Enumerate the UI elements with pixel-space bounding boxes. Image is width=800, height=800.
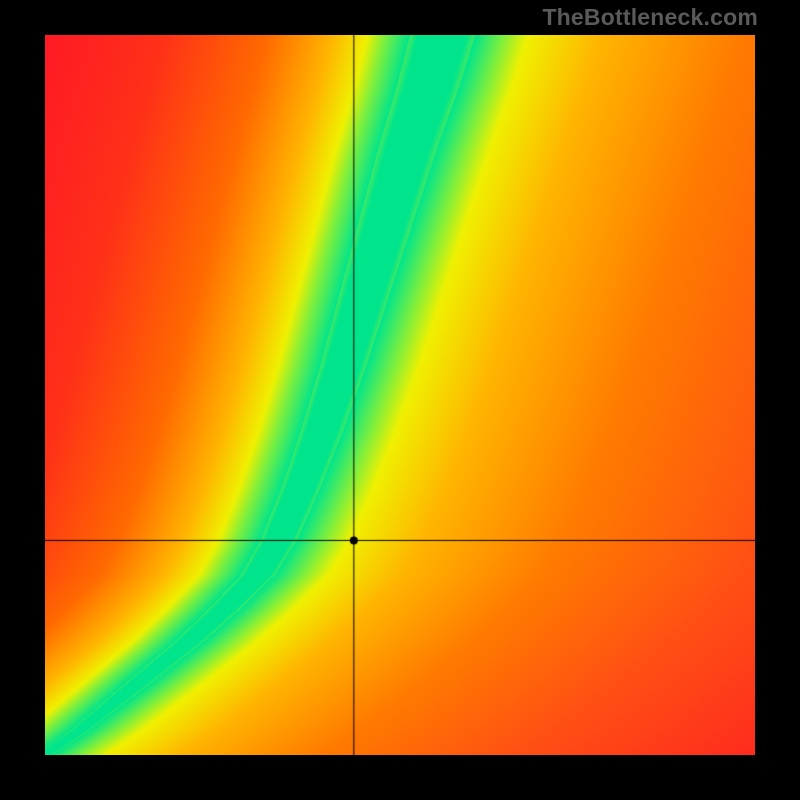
- heatmap-plot-area: [45, 35, 755, 755]
- attribution-text: TheBottleneck.com: [542, 4, 758, 31]
- bottleneck-heatmap: [45, 35, 755, 755]
- bottleneck-heatmap-container: { "attribution": { "text": "TheBottlenec…: [0, 0, 800, 800]
